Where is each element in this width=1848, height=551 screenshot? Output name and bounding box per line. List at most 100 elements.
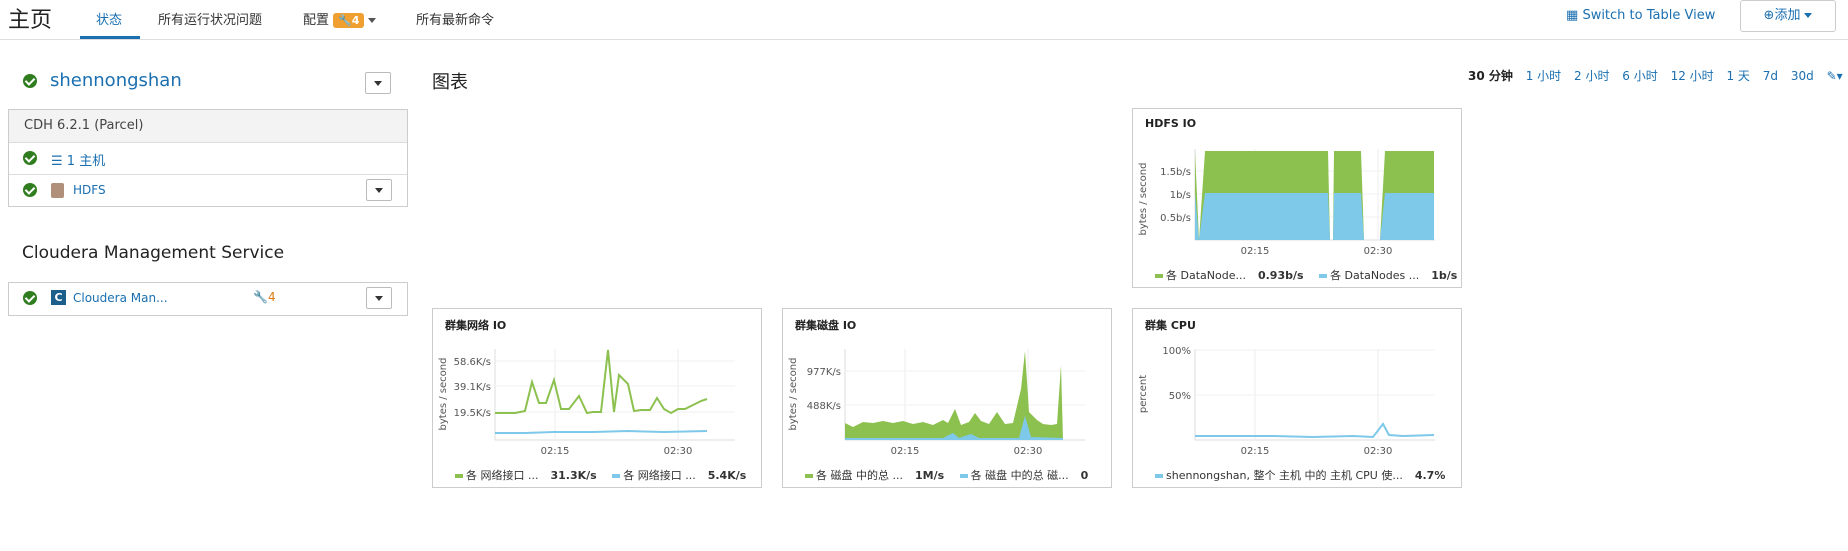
management-service-title: Cloudera Management Service — [22, 243, 285, 263]
management-config-issues[interactable]: 🔧4 — [253, 290, 276, 304]
x-tick-label: 02:15 — [1241, 446, 1270, 457]
chart-title: HDFS IO — [1145, 117, 1197, 130]
list-icon: ☰ — [51, 154, 63, 169]
y-tick-label: 1.5b/s — [1160, 167, 1191, 178]
x-tick-label: 02:15 — [891, 446, 920, 457]
switch-view-label: Switch to Table View — [1582, 8, 1716, 23]
y-axis-label: bytes / second — [438, 358, 449, 431]
y-tick-label: 19.5K/s — [454, 408, 491, 419]
chart-hdfs-io[interactable]: HDFS IO 1.5b/s 1b/s 0.5b/s 02:15 02:30 b… — [1132, 108, 1462, 288]
active-tab-indicator — [80, 36, 140, 39]
add-button[interactable]: ⊕添加 — [1740, 0, 1836, 32]
hdfs-icon — [51, 183, 64, 198]
legend-value: 5.4K/s — [707, 469, 747, 482]
chart-cluster-cpu[interactable]: 群集 CPU 100% 50% 02:15 02:30 percent shen… — [1132, 308, 1462, 488]
charts-title: 图表 — [432, 72, 468, 93]
plus-circle-icon: ⊕ — [1763, 8, 1775, 23]
legend-label: 各 网络接口 ... — [466, 469, 539, 482]
status-ok-icon — [23, 74, 37, 88]
legend-label: 各 DataNode... — [1166, 269, 1246, 282]
status-ok-icon — [23, 291, 37, 305]
chart-legend: 各 磁盘 中的总 ... 1M/s 各 磁盘 中的总 磁... 0 — [805, 467, 1100, 483]
y-axis-label: bytes / second — [788, 358, 799, 431]
range-12h[interactable]: 12 小时 — [1670, 69, 1714, 83]
range-30m[interactable]: 30 分钟 — [1468, 69, 1513, 83]
x-tick-label: 02:30 — [1014, 446, 1043, 457]
top-bar: 主页 状态 所有运行状况问题 配置 🔧4 所有最新命令 ▦ Switch to T… — [0, 0, 1848, 40]
legend-value: 0 — [1080, 469, 1089, 482]
management-row: C Cloudera Man... 🔧4 — [9, 283, 407, 315]
y-tick-label: 39.1K/s — [454, 382, 491, 393]
tab-configuration[interactable]: 配置 🔧4 — [303, 9, 377, 28]
hosts-link[interactable]: ☰ 1 主机 — [51, 150, 105, 169]
legend-value: 0.93b/s — [1257, 269, 1304, 282]
x-tick-label: 02:30 — [1364, 246, 1393, 257]
legend-label: 各 磁盘 中的总 ... — [816, 469, 903, 482]
legend-value: 31.3K/s — [550, 469, 597, 482]
y-axis-label: bytes / second — [1138, 163, 1149, 236]
legend-label: 各 DataNodes ... — [1330, 269, 1420, 282]
edit-pencil-icon[interactable]: ✎▾ — [1826, 69, 1843, 83]
hosts-row: ☰ 1 主机 — [9, 142, 407, 174]
status-ok-icon — [23, 151, 37, 165]
chart-legend: shennongshan, 整个 主机 中的 主机 CPU 使... 4.7% — [1155, 467, 1457, 483]
legend-label: shennongshan, 整个 主机 中的 主机 CPU 使... — [1166, 469, 1403, 482]
legend-swatch — [1155, 274, 1163, 278]
range-7d[interactable]: 7d — [1762, 69, 1779, 83]
chart-hdfs-io-plot: 1.5b/s 1b/s 0.5b/s 02:15 02:30 bytes / s… — [1138, 149, 1435, 257]
y-tick-label: 977K/s — [807, 367, 841, 378]
hdfs-link[interactable]: HDFS — [73, 183, 106, 197]
chevron-down-icon — [368, 18, 377, 23]
legend-value: 4.7% — [1414, 469, 1446, 482]
add-button-label: 添加 — [1774, 8, 1801, 23]
range-6h[interactable]: 6 小时 — [1622, 69, 1658, 83]
x-tick-label: 02:15 — [1241, 246, 1270, 257]
hdfs-actions-dropdown[interactable] — [366, 179, 392, 201]
legend-swatch — [1319, 274, 1328, 278]
tab-health-issues[interactable]: 所有运行状况问题 — [158, 13, 263, 28]
legend-label: 各 磁盘 中的总 磁... — [970, 469, 1069, 482]
hosts-label: 1 主机 — [66, 154, 106, 169]
y-tick-label: 488K/s — [807, 401, 841, 412]
legend-value: 1M/s — [914, 469, 945, 482]
status-ok-icon — [23, 183, 37, 197]
cluster-version: CDH 6.2.1 (Parcel) — [9, 110, 407, 142]
page-title: 主页 — [8, 8, 53, 33]
chart-network-io[interactable]: 群集网络 IO 58.6K/s 39.1K/s 19.5K/s 02:15 02… — [432, 308, 762, 488]
range-1h[interactable]: 1 小时 — [1525, 69, 1562, 83]
table-icon: ▦ — [1566, 8, 1579, 23]
tab-status[interactable]: 状态 — [96, 13, 123, 28]
y-tick-label: 0.5b/s — [1160, 213, 1191, 224]
tab-configuration-label: 配置 — [303, 13, 330, 28]
y-tick-label: 50% — [1169, 391, 1191, 402]
range-30d[interactable]: 30d — [1790, 69, 1814, 83]
management-panel: C Cloudera Man... 🔧4 — [8, 282, 408, 316]
management-actions-dropdown[interactable] — [366, 287, 392, 309]
cloudera-icon: C — [51, 290, 66, 305]
x-tick-label: 02:30 — [664, 446, 693, 457]
management-service-link[interactable]: Cloudera Man... — [73, 291, 168, 305]
range-1d[interactable]: 1 天 — [1726, 69, 1750, 83]
chart-disk-io[interactable]: 群集磁盘 IO 977K/s 488K/s 02:15 02:30 bytes … — [782, 308, 1112, 488]
range-2h[interactable]: 2 小时 — [1574, 69, 1610, 83]
y-tick-label: 1b/s — [1170, 190, 1191, 201]
y-tick-label: 58.6K/s — [454, 357, 491, 368]
legend-swatch — [1155, 474, 1163, 478]
x-tick-label: 02:15 — [541, 446, 570, 457]
switch-table-view-button[interactable]: ▦ Switch to Table View — [1566, 8, 1715, 23]
hdfs-row: HDFS — [9, 174, 407, 206]
y-axis-label: percent — [1138, 375, 1149, 413]
chart-title: 群集磁盘 IO — [795, 319, 857, 332]
chart-network-io-plot: 58.6K/s 39.1K/s 19.5K/s 02:15 02:30 byte… — [438, 349, 735, 457]
chart-disk-io-plot: 977K/s 488K/s 02:15 02:30 bytes / second — [788, 349, 1085, 457]
legend-label: 各 网络接口 ... — [623, 469, 696, 482]
cluster-name-link[interactable]: shennongshan — [50, 70, 182, 91]
config-badge: 🔧4 — [333, 13, 365, 28]
chart-title: 群集 CPU — [1145, 319, 1196, 332]
chevron-down-icon — [1804, 13, 1813, 18]
legend-swatch — [805, 474, 813, 478]
wrench-icon: 🔧 — [253, 290, 268, 304]
time-range-selector: 30 分钟 1 小时 2 小时 6 小时 12 小时 1 天 7d 30d ✎▾ — [1468, 67, 1848, 84]
cluster-actions-dropdown[interactable] — [365, 72, 391, 94]
tab-recent-commands[interactable]: 所有最新命令 — [416, 13, 495, 28]
